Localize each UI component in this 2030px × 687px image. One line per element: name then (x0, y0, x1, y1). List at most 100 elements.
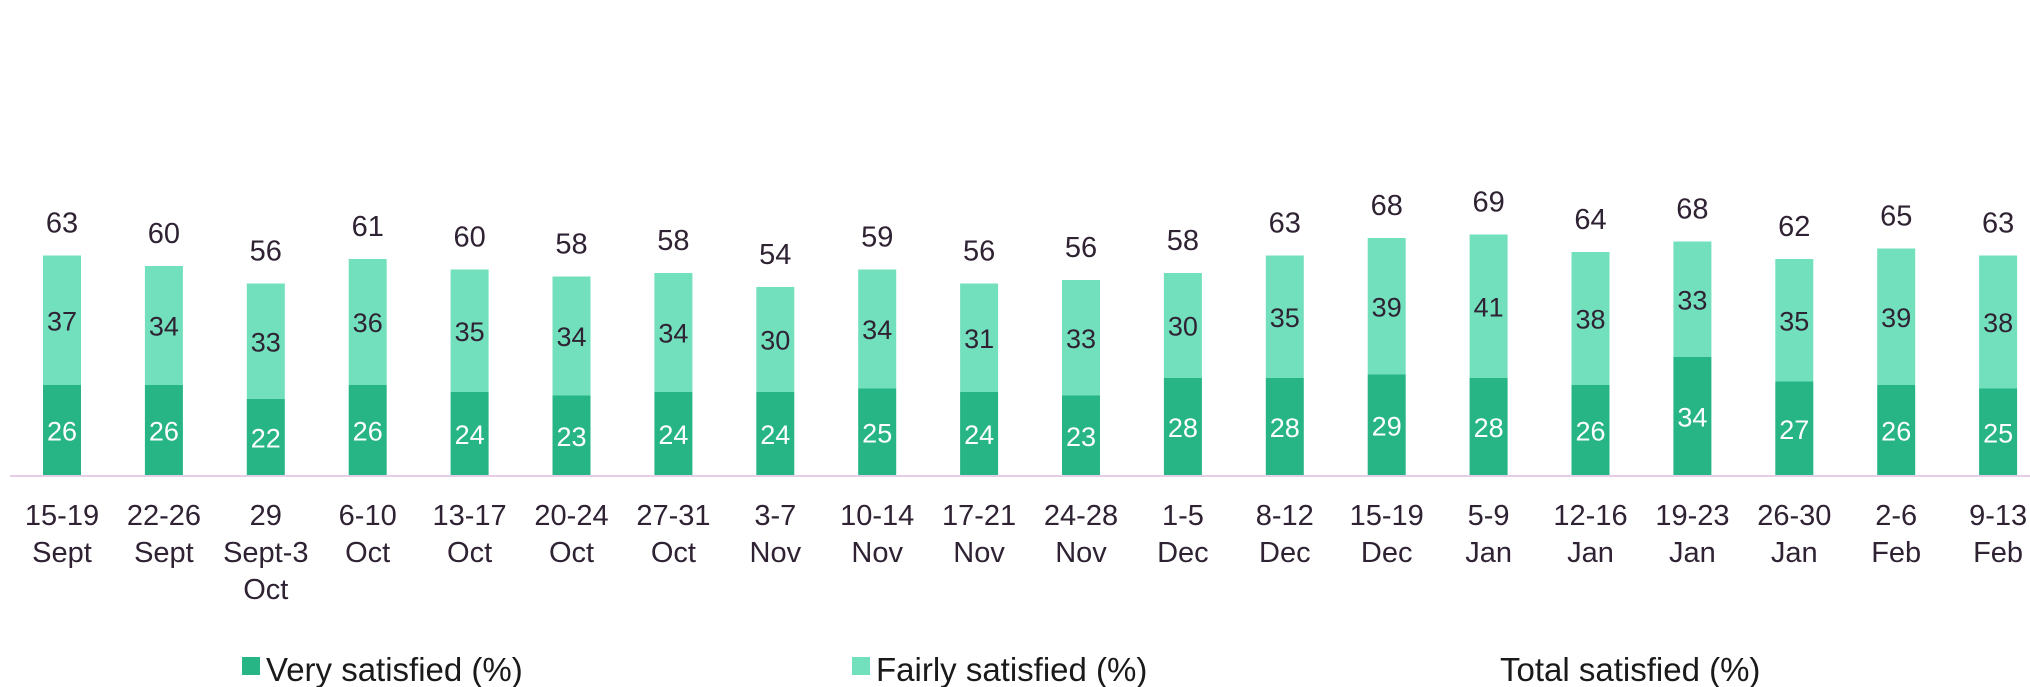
x-tick-label: 15-19 Dec (1350, 500, 1424, 569)
bar-very-satisfied (1877, 385, 1916, 476)
data-label-very-satisfied: 24 (964, 420, 994, 450)
data-label-total-satisfied: 54 (759, 239, 791, 271)
data-label-very-satisfied: 26 (149, 417, 179, 447)
data-label-total-satisfied: 61 (352, 211, 384, 243)
data-label-total-satisfied: 58 (555, 229, 587, 261)
data-label-fairly-satisfied: 31 (964, 324, 994, 354)
data-label-very-satisfied: 25 (1983, 418, 2013, 448)
legend-label-fairly-satisfied: Fairly satisfied (%) (876, 651, 1147, 687)
data-label-total-satisfied: 65 (1880, 201, 1912, 233)
bar-fairly-satisfied (450, 269, 489, 392)
bar-fairly-satisfied (1062, 280, 1100, 396)
x-tick-label: 5-9 Jan (1465, 500, 1512, 569)
data-label-total-satisfied: 68 (1371, 190, 1403, 222)
legend-swatch-very-satisfied (242, 657, 260, 675)
bar-very-satisfied (858, 388, 897, 476)
data-label-very-satisfied: 26 (353, 417, 383, 447)
bar-fairly-satisfied (1265, 255, 1304, 378)
x-tick-label: 1-5 Dec (1157, 500, 1209, 569)
bar-fairly-satisfied (43, 255, 81, 385)
legend-item-very-satisfied: Very satisfied (%) (242, 651, 523, 687)
legend: Very satisfied (%) Fairly satisfied (%) … (242, 651, 1760, 687)
bar-very-satisfied (1571, 385, 1610, 476)
bar-very-satisfied (1775, 381, 1814, 476)
x-tick-label: 8-12 Dec (1256, 500, 1314, 569)
data-label-very-satisfied: 26 (1575, 417, 1605, 447)
bar-very-satisfied (1163, 378, 1202, 476)
x-tick-labels: 15-19 Sept 22-26 Sept 29 Sept-3 Oct 6-10 Oct 13-1… (25, 500, 2027, 606)
bar-fairly-satisfied (654, 273, 693, 392)
data-label-fairly-satisfied: 34 (556, 322, 586, 352)
data-label-fairly-satisfied: 39 (1881, 303, 1911, 333)
data-label-very-satisfied: 27 (1779, 415, 1809, 445)
data-labels-layer: 26 37 63 26 34 60 22 33 56 26 36 61 24 35 60 23 34 58 24 34… (46, 187, 2014, 454)
x-tick-label: 19-23 Jan (1655, 500, 1729, 569)
x-tick-label: 6-10 Oct (339, 500, 397, 569)
bar-very-satisfied (246, 399, 285, 476)
data-label-total-satisfied: 56 (250, 236, 282, 268)
bar-fairly-satisfied (1673, 241, 1712, 357)
data-label-fairly-satisfied: 37 (47, 306, 77, 336)
x-tick-label: 27-31 Oct (636, 500, 710, 569)
data-label-fairly-satisfied: 33 (251, 327, 281, 357)
data-label-fairly-satisfied: 34 (149, 312, 179, 342)
bar-very-satisfied (1979, 388, 2018, 476)
bar-very-satisfied (144, 385, 183, 476)
bar-very-satisfied (450, 392, 489, 476)
x-tick-label: 2-6 Feb (1871, 500, 1921, 569)
data-label-fairly-satisfied: 34 (862, 315, 892, 345)
x-tick-label: 29 Sept-3 Oct (223, 500, 308, 606)
bar-very-satisfied (1469, 378, 1508, 476)
bar-very-satisfied (960, 392, 999, 476)
bar-fairly-satisfied (1571, 252, 1610, 385)
data-label-total-satisfied: 60 (453, 222, 485, 254)
x-tick-label: 12-16 Jan (1553, 500, 1627, 569)
bar-fairly-satisfied (348, 259, 387, 385)
data-label-total-satisfied: 68 (1676, 194, 1708, 226)
data-label-very-satisfied: 29 (1372, 411, 1402, 441)
data-label-total-satisfied: 58 (1167, 225, 1199, 257)
data-label-fairly-satisfied: 41 (1474, 292, 1504, 322)
x-tick-label: 13-17 Oct (433, 500, 507, 569)
bar-very-satisfied (1062, 395, 1100, 476)
data-label-fairly-satisfied: 39 (1372, 292, 1402, 322)
data-label-fairly-satisfied: 35 (1270, 303, 1300, 333)
x-tick-label: 26-30 Jan (1757, 500, 1831, 569)
data-label-total-satisfied: 58 (657, 225, 689, 257)
data-label-total-satisfied: 63 (1982, 208, 2014, 240)
data-label-total-satisfied: 62 (1778, 211, 1810, 243)
data-label-very-satisfied: 28 (1168, 413, 1198, 443)
data-label-fairly-satisfied: 38 (1575, 305, 1605, 335)
bar-very-satisfied (552, 395, 591, 476)
bar-fairly-satisfied (1367, 238, 1406, 375)
data-label-total-satisfied: 60 (148, 218, 180, 250)
x-tick-label: 3-7 Nov (750, 500, 802, 569)
data-label-very-satisfied: 24 (455, 420, 485, 450)
bar-fairly-satisfied (246, 283, 285, 399)
data-label-total-satisfied: 69 (1472, 187, 1504, 219)
bar-fairly-satisfied (1469, 234, 1508, 378)
bar-very-satisfied (654, 392, 693, 476)
legend-item-total-satisfied: Total satisfied (%) (1500, 651, 1760, 687)
bar-very-satisfied (348, 385, 387, 476)
x-tick-label: 15-19 Sept (25, 500, 99, 569)
data-label-very-satisfied: 23 (556, 422, 586, 452)
data-label-very-satisfied: 34 (1677, 403, 1707, 433)
data-label-very-satisfied: 24 (760, 420, 790, 450)
data-label-very-satisfied: 26 (47, 417, 77, 447)
bar-very-satisfied (1673, 357, 1712, 476)
legend-swatch-fairly-satisfied (852, 657, 870, 675)
data-label-total-satisfied: 63 (46, 208, 78, 240)
data-label-total-satisfied: 64 (1574, 204, 1606, 236)
data-label-fairly-satisfied: 36 (353, 308, 383, 338)
data-label-fairly-satisfied: 33 (1677, 285, 1707, 315)
bar-very-satisfied (756, 392, 795, 476)
data-label-total-satisfied: 63 (1269, 208, 1301, 240)
data-label-very-satisfied: 25 (862, 418, 892, 448)
x-tick-label: 9-13 Feb (1969, 500, 2027, 569)
bar-fairly-satisfied (1877, 248, 1916, 385)
data-label-fairly-satisfied: 38 (1983, 308, 2013, 338)
x-tick-label: 22-26 Sept (127, 500, 201, 569)
bars-layer (43, 234, 2018, 476)
